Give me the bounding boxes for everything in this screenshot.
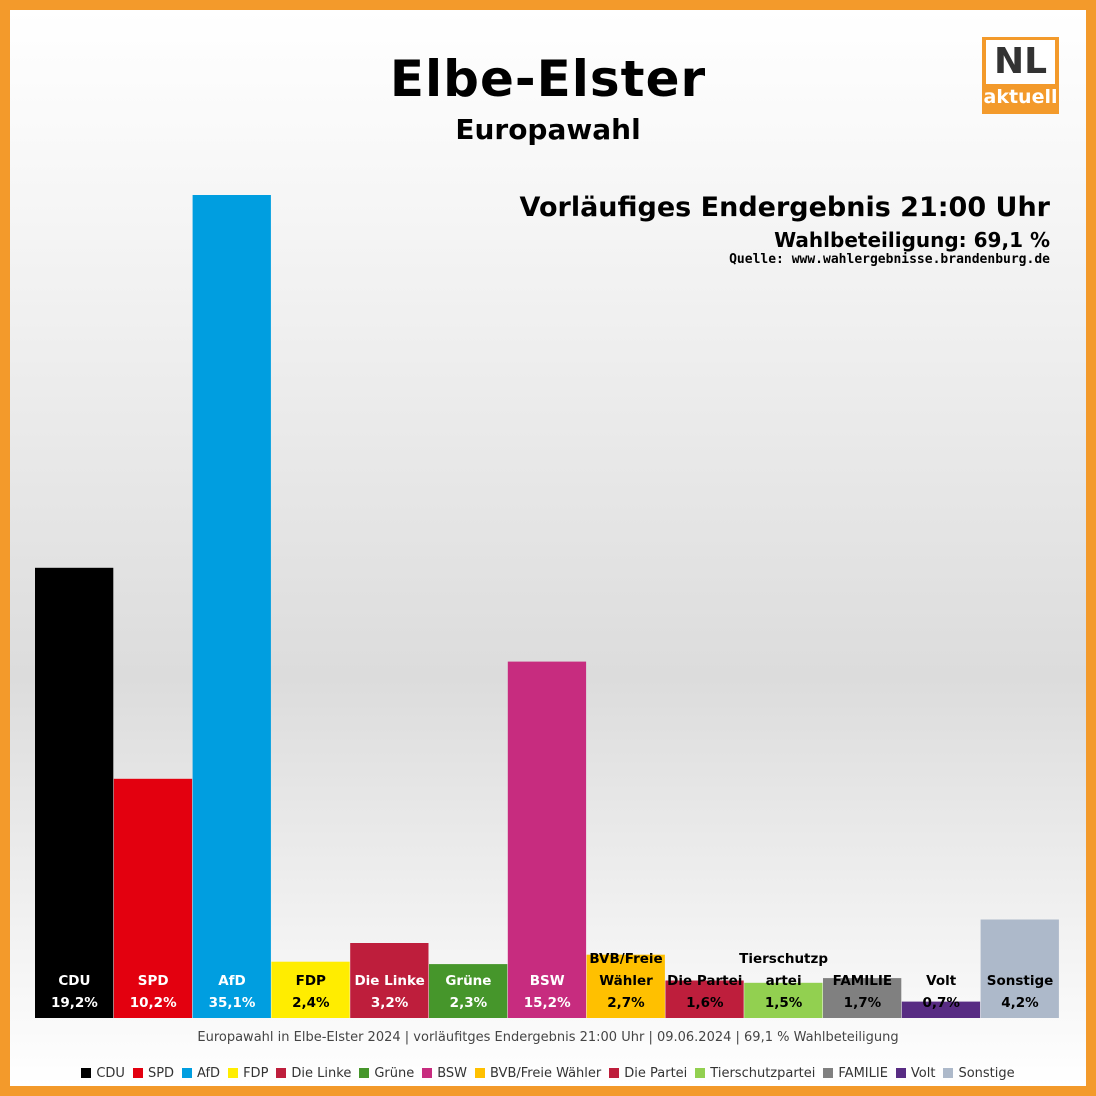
legend-label: Sonstige [958, 1066, 1015, 1081]
bar-volt [901, 1001, 981, 1018]
bar-label-die-partei: Die Partei [667, 973, 742, 989]
bar-label-tierschutzpartei: Tierschutzp [739, 951, 828, 967]
legend-label: Grüne [374, 1066, 415, 1081]
bar-die-partei [665, 980, 744, 1018]
legend-label: FDP [243, 1066, 269, 1081]
legend-swatch [276, 1068, 287, 1078]
legend-swatch [823, 1068, 834, 1078]
logo-text-bottom: aktuell [983, 86, 1058, 108]
legend-swatch [81, 1068, 92, 1078]
value-label-die-linke: 3,2% [371, 995, 409, 1011]
bar-grüne [429, 964, 508, 1018]
bar-label-sonstige: Sonstige [987, 973, 1054, 989]
legend-item-bsw: BSW [422, 1066, 467, 1081]
bar-spd [113, 778, 193, 1018]
value-label-cdu: 19,2% [51, 995, 98, 1011]
chart-footer: Europawahl in Elbe-Elster 2024 | vorläuf… [197, 1030, 899, 1045]
legend-item-fdp: FDP [228, 1066, 268, 1081]
value-label-tierschutzpartei: 1,5% [765, 995, 803, 1011]
legend-label: AfD [197, 1066, 221, 1081]
bar-label-afd: AfD [218, 973, 246, 989]
bar-familie [823, 978, 902, 1018]
bar-die-linke [350, 943, 429, 1018]
legend-swatch [895, 1068, 906, 1078]
chart-title: Elbe-Elster [389, 50, 707, 108]
value-label-bsw: 15,2% [524, 995, 571, 1011]
value-label-bvb-freie-wähler: 2,7% [607, 995, 645, 1011]
chart-subtitle: Europawahl [455, 113, 641, 146]
bar-label-bsw: BSW [530, 973, 565, 989]
legend-item-cdu: CDU [81, 1066, 125, 1081]
legend-label: Volt [910, 1066, 936, 1081]
legend-label: Die Linke [291, 1066, 352, 1081]
legend-swatch [695, 1068, 706, 1078]
value-label-die-partei: 1,6% [686, 995, 724, 1011]
legend-item-die-partei: Die Partei [609, 1066, 687, 1081]
legend-item-afd: AfD [182, 1066, 220, 1081]
legend-swatch [359, 1068, 370, 1078]
value-label-volt: 0,7% [922, 995, 960, 1011]
value-label-spd: 10,2% [130, 995, 177, 1011]
legend-item-familie: FAMILIE [823, 1066, 888, 1081]
legend-swatch [609, 1068, 620, 1078]
bar-afd [192, 195, 271, 1018]
bar-chart: CDU 19,2% SPD 10,2% AfD 35,1% FDP 2,4% Die Linke… [35, 195, 1059, 1018]
legend-swatch [943, 1068, 954, 1078]
bar-sonstige [980, 919, 1059, 1018]
legend-item-die-linke: Die Linke [276, 1066, 351, 1081]
legend-swatch [422, 1068, 433, 1078]
legend-swatch [182, 1068, 193, 1078]
bar-label-cdu: CDU [58, 973, 90, 989]
bar-bsw [507, 661, 587, 1018]
value-label-grüne: 2,3% [450, 995, 488, 1011]
source-label: Quelle: www.wahlergebnisse.brandenburg.d… [729, 252, 1050, 267]
turnout-label: Wahlbeteiligung: 69,1 % [774, 228, 1050, 252]
result-label: Vorläufiges Endergebnis 21:00 Uhr [519, 192, 1050, 223]
legend-swatch [228, 1068, 239, 1078]
legend-item-tierschutzpartei: Tierschutzpartei [695, 1066, 815, 1081]
legend-item-spd: SPD [132, 1066, 175, 1081]
legend-label: BSW [437, 1066, 468, 1081]
bar-tierschutzpartei [744, 982, 823, 1018]
legend-label: Die Partei [624, 1066, 688, 1081]
legend-item-sonstige: Sonstige [943, 1066, 1015, 1081]
value-label-sonstige: 4,2% [1001, 995, 1039, 1011]
bar-label-fdp: FDP [296, 973, 326, 989]
value-label-familie: 1,7% [844, 995, 882, 1011]
logo-text-top: NL [986, 40, 1055, 84]
value-label-afd: 35,1% [209, 995, 256, 1011]
value-label-fdp: 2,4% [292, 995, 330, 1011]
bar-label-die-linke: Die Linke [354, 973, 424, 989]
bar-bvb-freie-wähler [586, 954, 665, 1018]
legend-swatch [475, 1068, 486, 1078]
bar-label-spd: SPD [138, 973, 169, 989]
legend-item-grüne: Grüne [359, 1066, 414, 1081]
nl-aktuell-logo: NL aktuell [982, 37, 1059, 114]
legend-swatch [132, 1068, 143, 1078]
bar-label-bvb-freie-wähler: Wähler [599, 973, 653, 989]
legend-item-volt: Volt [895, 1066, 936, 1081]
bar-label-tierschutzpartei: artei [766, 973, 802, 989]
bar-fdp [271, 961, 350, 1018]
bar-label-volt: Volt [926, 973, 957, 989]
legend-label: SPD [147, 1066, 175, 1081]
bar-cdu [35, 567, 114, 1018]
chart-legend: CDU SPD AfD FDP Die Linke Grüne BSW BVB/Freie W… [10, 1066, 1086, 1081]
legend-label: FAMILIE [838, 1066, 888, 1081]
bar-label-familie: FAMILIE [833, 973, 892, 989]
legend-label: Tierschutzpartei [710, 1066, 816, 1081]
bar-label-bvb-freie-wähler: BVB/Freie [589, 951, 662, 967]
legend-label: CDU [96, 1066, 125, 1081]
legend-label: BVB/Freie Wähler [490, 1066, 602, 1081]
bar-label-grüne: Grüne [445, 973, 491, 989]
legend-item-bvb-freie-wähler: BVB/Freie Wähler [475, 1066, 601, 1081]
